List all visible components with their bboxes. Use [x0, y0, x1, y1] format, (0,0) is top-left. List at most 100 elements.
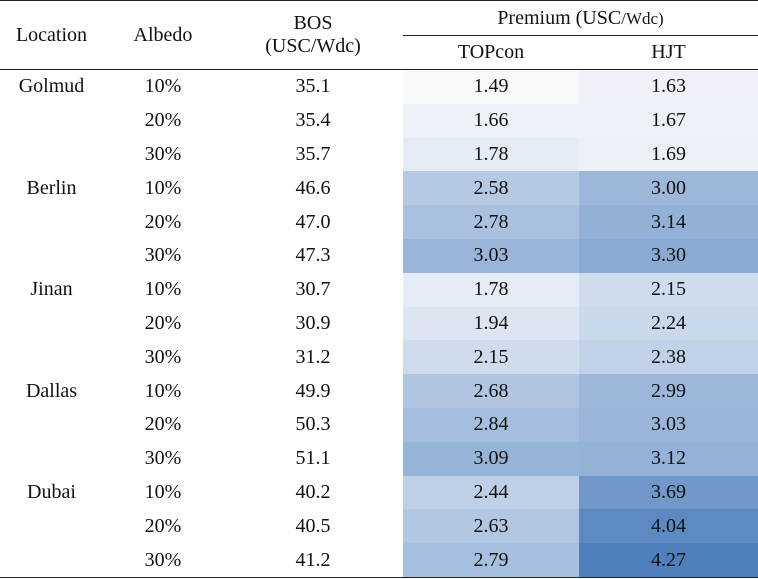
- cell-bos: 31.2: [295, 345, 331, 368]
- cell-topcon: 3.03: [403, 238, 579, 273]
- cell-topcon: 1.49: [403, 69, 579, 104]
- cell-topcon: 1.94: [403, 306, 579, 341]
- table-row: Dallas 10% 49.9 2.68 2.99: [0, 374, 758, 408]
- table-row: 20% 50.3 2.84 3.03: [0, 407, 758, 442]
- header-albedo: Albedo: [103, 0, 223, 70]
- cell-bos: 49.9: [295, 379, 331, 402]
- cell-bos: 47.3: [295, 244, 331, 267]
- cell-albedo: 20%: [144, 109, 182, 132]
- header-premium-unit: /Wdc): [621, 8, 664, 28]
- cell-hjt: 1.69: [579, 137, 758, 172]
- table-row: Dubai 10% 40.2 2.44 3.69: [0, 475, 758, 510]
- cell-hjt: 3.03: [579, 407, 758, 442]
- cell-hjt: 1.67: [579, 103, 758, 138]
- header-bos-line2: (USC/Wdc): [265, 35, 361, 57]
- cell-location: [0, 239, 103, 273]
- table-row: Berlin 10% 46.6 2.58 3.00: [0, 171, 758, 206]
- cell-albedo: 10%: [144, 176, 182, 199]
- cell-bos: 35.7: [295, 142, 331, 165]
- cell-location: [0, 509, 103, 543]
- cell-hjt: 2.99: [579, 374, 758, 408]
- header-location: Location: [0, 0, 103, 70]
- header-bos: BOS (USC/Wdc): [223, 0, 403, 70]
- cell-location: Dallas: [25, 379, 78, 402]
- cell-bos: 40.5: [295, 514, 331, 537]
- cell-topcon: 1.78: [403, 137, 579, 172]
- cell-hjt: 3.00: [579, 171, 758, 206]
- cell-bos: 51.1: [295, 447, 331, 470]
- table-body: Golmud 10% 35.1 1.49 1.63 20% 35.4 1.66 1.67 30% 3…: [0, 69, 758, 578]
- header-bos-line1: BOS: [293, 12, 333, 34]
- cell-location: [0, 205, 103, 239]
- header-hjt: HJT: [579, 35, 758, 70]
- table-row: 30% 47.3 3.03 3.30: [0, 238, 758, 273]
- cell-topcon: 2.78: [403, 205, 579, 239]
- cell-bos: 47.0: [295, 210, 331, 233]
- cell-hjt: 3.69: [579, 475, 758, 510]
- cell-location: Berlin: [26, 176, 77, 199]
- cell-albedo: 10%: [144, 379, 182, 402]
- cell-hjt: 3.12: [579, 441, 758, 476]
- cell-bos: 35.4: [295, 109, 331, 132]
- header-premium: Premium (USC/Wdc): [403, 0, 758, 36]
- cell-topcon: 3.09: [403, 441, 579, 476]
- cell-hjt: 1.63: [579, 69, 758, 104]
- cell-albedo: 20%: [144, 413, 182, 436]
- cell-bos: 40.2: [295, 480, 331, 503]
- cell-topcon: 2.15: [403, 340, 579, 375]
- cell-albedo: 20%: [144, 311, 182, 334]
- cell-hjt: 3.30: [579, 238, 758, 273]
- cell-albedo: 30%: [144, 244, 182, 267]
- cell-topcon: 2.84: [403, 407, 579, 442]
- cell-topcon: 1.66: [403, 103, 579, 138]
- cell-albedo: 30%: [144, 345, 182, 368]
- cell-topcon: 1.78: [403, 272, 579, 307]
- cell-location: Dubai: [27, 480, 76, 503]
- cell-albedo: 10%: [144, 278, 182, 301]
- cell-location: Jinan: [30, 278, 73, 301]
- cell-albedo: 20%: [144, 210, 182, 233]
- cell-location: [0, 408, 103, 442]
- cell-albedo: 10%: [144, 75, 182, 98]
- cell-location: [0, 307, 103, 341]
- cell-bos: 41.2: [295, 548, 331, 571]
- table-row: 30% 35.7 1.78 1.69: [0, 137, 758, 172]
- cell-location: [0, 340, 103, 374]
- table-row: Golmud 10% 35.1 1.49 1.63: [0, 69, 758, 104]
- cell-location: [0, 138, 103, 172]
- cell-hjt: 2.38: [579, 340, 758, 375]
- cell-hjt: 4.27: [579, 543, 758, 578]
- cell-hjt: 4.04: [579, 509, 758, 544]
- table-header: Location Albedo BOS (USC/Wdc) Premium (U…: [0, 0, 758, 70]
- table-row: Jinan 10% 30.7 1.78 2.15: [0, 272, 758, 307]
- table-row: 20% 30.9 1.94 2.24: [0, 306, 758, 341]
- header-premium-main: Premium (USC: [497, 6, 622, 29]
- cell-location: [0, 104, 103, 138]
- header-topcon: TOPcon: [403, 35, 579, 70]
- cell-bos: 30.7: [295, 278, 331, 301]
- cell-topcon: 2.68: [403, 374, 579, 408]
- table-row: 30% 31.2 2.15 2.38: [0, 340, 758, 375]
- cell-topcon: 2.44: [403, 475, 579, 510]
- cell-location: Golmud: [18, 75, 85, 98]
- table-row: 20% 35.4 1.66 1.67: [0, 103, 758, 138]
- cell-albedo: 30%: [144, 142, 182, 165]
- cell-hjt: 2.15: [579, 272, 758, 307]
- table-row: 30% 41.2 2.79 4.27: [0, 543, 758, 578]
- cell-hjt: 2.24: [579, 306, 758, 341]
- cell-location: [0, 442, 103, 476]
- cell-albedo: 10%: [144, 480, 182, 503]
- cell-bos: 46.6: [295, 176, 331, 199]
- cell-albedo: 30%: [144, 447, 182, 470]
- cell-hjt: 3.14: [579, 205, 758, 239]
- cell-location: [0, 543, 103, 577]
- table-row: 20% 47.0 2.78 3.14: [0, 205, 758, 239]
- cell-bos: 30.9: [295, 311, 331, 334]
- cell-bos: 50.3: [295, 413, 331, 436]
- cell-topcon: 2.58: [403, 171, 579, 206]
- table-row: 20% 40.5 2.63 4.04: [0, 509, 758, 544]
- cell-albedo: 20%: [144, 514, 182, 537]
- table-row: 30% 51.1 3.09 3.12: [0, 441, 758, 476]
- cell-albedo: 30%: [144, 548, 182, 571]
